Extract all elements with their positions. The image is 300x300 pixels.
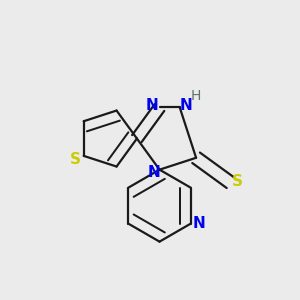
Text: S: S bbox=[70, 152, 81, 167]
Text: N: N bbox=[193, 216, 205, 231]
Text: N: N bbox=[146, 98, 159, 113]
Text: N: N bbox=[147, 165, 160, 180]
Text: H: H bbox=[190, 89, 201, 103]
Text: N: N bbox=[179, 98, 192, 113]
Text: S: S bbox=[232, 174, 243, 189]
